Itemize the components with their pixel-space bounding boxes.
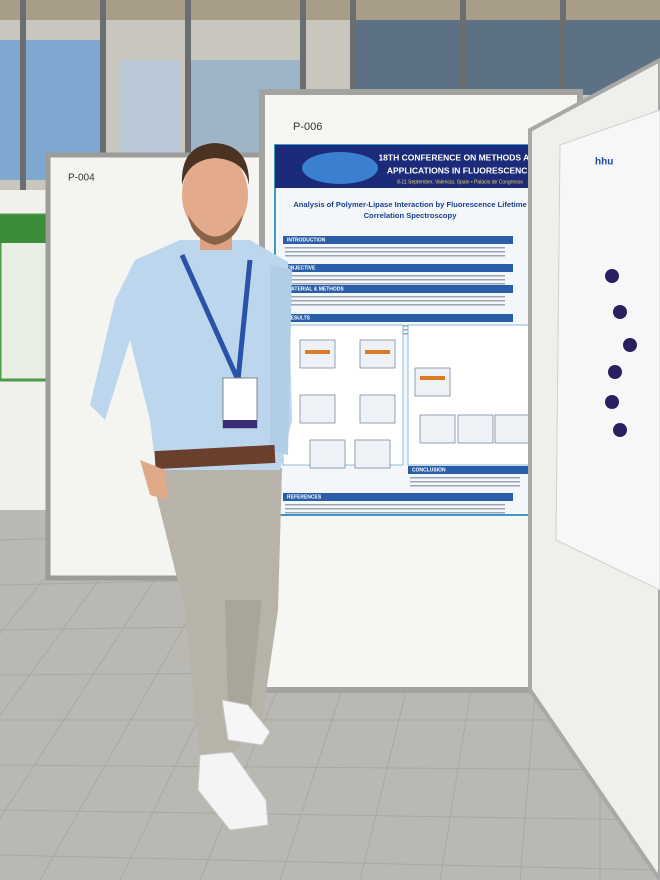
- poster-text-line: [285, 251, 505, 253]
- figure-highlight: [420, 376, 445, 380]
- hand: [140, 460, 168, 500]
- poster-text-line: [410, 481, 520, 483]
- poster-text-line: [410, 477, 520, 479]
- poster-text-line: [285, 300, 505, 302]
- conference-dates: 8-11 September, Valencia, Spain • Palaci…: [397, 179, 523, 185]
- poster-text-line: [285, 275, 505, 277]
- figure-blob: [605, 269, 619, 283]
- beard: [188, 215, 243, 245]
- window-frame: [185, 0, 191, 190]
- conference-logo: [302, 152, 378, 184]
- shoe: [197, 751, 269, 831]
- figure-blob: [608, 365, 622, 379]
- figure-highlight: [365, 350, 390, 354]
- section-heading: INTRODUCTION: [287, 237, 326, 243]
- section-heading: REFERENCES: [287, 494, 322, 500]
- conference-name: 18TH CONFERENCE ON METHODS AND: [378, 152, 541, 162]
- poster-text-line: [285, 283, 505, 285]
- figure-highlight: [305, 350, 330, 354]
- floor-tile-line: [0, 764, 660, 771]
- poster-text-line: [285, 255, 505, 257]
- section-heading: OBJECTIVE: [287, 265, 316, 271]
- poster-text-line: [285, 247, 505, 249]
- poster-text-line: [285, 508, 505, 510]
- figure-blob: [613, 305, 627, 319]
- figure: [414, 367, 451, 397]
- poster-title: Correlation Spectroscopy: [364, 211, 458, 220]
- poster-text-line: [285, 512, 505, 514]
- section-heading: RESULTS: [287, 315, 311, 321]
- poster-text-line: [285, 296, 505, 298]
- figure: [299, 394, 336, 424]
- figure-blob: [623, 338, 637, 352]
- section-bar: [283, 236, 513, 244]
- window-frame: [20, 0, 26, 190]
- section-bar: [283, 264, 513, 272]
- board-label: P-004: [68, 173, 95, 184]
- section-heading: CONCLUSION: [412, 467, 446, 473]
- section-heading: MATERIAL & METHODS: [287, 286, 344, 292]
- poster-text-line: [410, 485, 520, 487]
- hair: [181, 143, 250, 185]
- figure: [359, 394, 396, 424]
- section-bar: [283, 314, 513, 322]
- shoe: [221, 699, 271, 746]
- section-bar: [283, 493, 513, 501]
- figure: [354, 439, 391, 469]
- poster-title: Analysis of Polymer-Lipase Interaction b…: [293, 200, 526, 209]
- figure: [457, 414, 494, 444]
- figure: [419, 414, 456, 444]
- badge-stripe: [223, 420, 257, 428]
- poster-text-line: [285, 279, 505, 281]
- poster-text-line: [285, 504, 505, 506]
- ceiling: [0, 0, 660, 20]
- arm: [270, 265, 292, 455]
- floor-tile-line: [0, 809, 660, 821]
- figure: [494, 414, 531, 444]
- figure: [309, 439, 346, 469]
- figure-blob: [613, 423, 627, 437]
- poster-text-line: [285, 304, 505, 306]
- window: [120, 60, 180, 160]
- right-poster-logo: hhu: [595, 157, 613, 168]
- section-bar: [283, 285, 513, 293]
- window-frame: [100, 0, 106, 190]
- floor-tile-line: [0, 854, 660, 871]
- conference-name: APPLICATIONS IN FLUORESCENCE: [387, 165, 534, 175]
- leg: [225, 600, 262, 715]
- badge: [222, 377, 258, 429]
- section-bar: [408, 466, 528, 474]
- board-label: P-006: [293, 121, 322, 133]
- right-poster: [555, 109, 660, 591]
- head: [182, 153, 248, 237]
- figure-blob: [605, 395, 619, 409]
- belt: [154, 444, 276, 470]
